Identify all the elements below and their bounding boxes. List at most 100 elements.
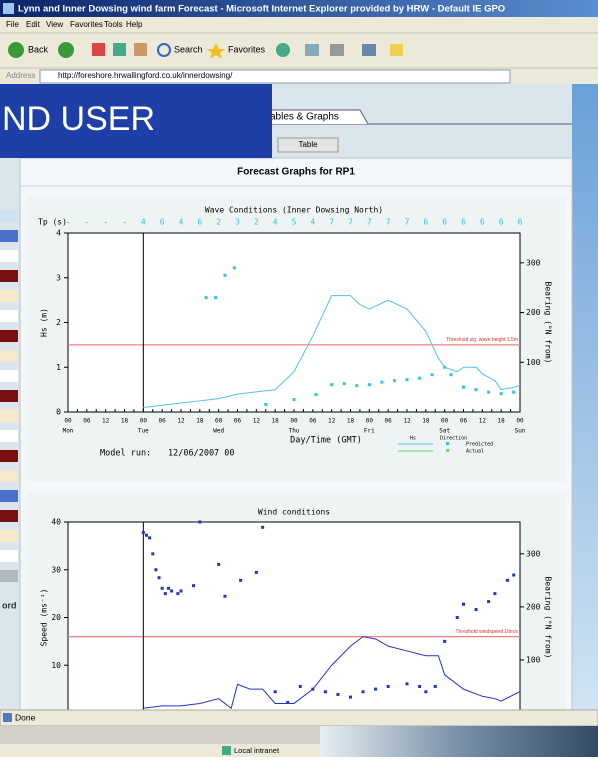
tp-value: -: [84, 218, 89, 227]
sidebar-row: [0, 510, 18, 522]
hour-label: 06: [385, 418, 393, 425]
background-image: [320, 726, 598, 757]
direction-point: [505, 578, 509, 582]
direction-point: [217, 562, 221, 566]
direction-point: [512, 573, 516, 577]
zone-icon: [222, 746, 231, 755]
sidebar-row: [0, 210, 18, 222]
legend-predicted: Predicted: [466, 442, 493, 448]
direction-point: [386, 684, 390, 688]
model-run-label: Model run:: [100, 449, 151, 459]
stop-icon[interactable]: [92, 43, 105, 56]
menu-item[interactable]: Tools: [104, 20, 123, 29]
legend-direction: Direction: [440, 436, 467, 442]
sidebar: [0, 210, 18, 582]
status-bar: [0, 709, 598, 727]
tp-label: Tp (s): [38, 218, 67, 227]
tp-value: 6: [518, 218, 523, 227]
y2-tick-label: 200: [526, 602, 541, 611]
hour-label: 12: [403, 418, 411, 425]
legend-hs: Hs: [410, 436, 416, 442]
print-icon[interactable]: [330, 44, 344, 56]
menu-item[interactable]: View: [46, 20, 63, 29]
direction-point: [286, 700, 290, 704]
tp-value: 6: [197, 218, 202, 227]
sidebar-row: [0, 370, 18, 382]
direction-point: [198, 520, 202, 524]
y-tick-label: 10: [51, 661, 61, 670]
y-tick-label: 40: [51, 518, 61, 527]
chart-title: Wave Conditions (Inner Dowsing North): [205, 206, 383, 215]
y-tick-label: 2: [56, 318, 61, 327]
direction-point: [314, 393, 318, 397]
tp-value: 6: [160, 218, 165, 227]
table-button[interactable]: [277, 137, 339, 153]
direction-point: [430, 373, 434, 377]
toolbar: Back Search Favorites: [8, 42, 403, 59]
tp-value: 6: [480, 218, 485, 227]
sidebar-row: [0, 490, 18, 502]
direction-point: [151, 552, 155, 556]
model-run-value: 12/06/2007 00: [168, 449, 235, 459]
tp-value: 7: [405, 218, 410, 227]
direction-point: [273, 690, 277, 694]
hour-label: 18: [422, 418, 430, 425]
direction-point: [349, 695, 352, 699]
tp-value: -: [66, 218, 71, 227]
menu-item[interactable]: Edit: [26, 20, 41, 29]
folder-icon[interactable]: [390, 44, 403, 56]
edit-icon[interactable]: [362, 44, 376, 56]
hour-label: 00: [516, 418, 524, 425]
direction-point: [433, 684, 437, 688]
mail-icon[interactable]: [305, 44, 319, 56]
sidebar-row: [0, 570, 18, 582]
sidebar-row: [0, 350, 18, 362]
refresh-icon[interactable]: [113, 43, 126, 56]
y-tick-label: 1: [56, 363, 61, 372]
direction-point: [160, 586, 164, 590]
direction-point: [487, 600, 491, 604]
direction-point: [405, 682, 409, 686]
favorites-icon[interactable]: [207, 43, 225, 59]
menu-bar: File Edit View Favorites Tools Help: [6, 20, 143, 29]
hour-label: 06: [309, 418, 317, 425]
title-bar: [0, 0, 598, 17]
toolbar-favorites[interactable]: Favorites: [228, 44, 266, 54]
tp-value: 3: [235, 218, 240, 227]
tp-value: 4: [310, 218, 315, 227]
table-button-label[interactable]: Table: [298, 140, 318, 149]
legend-actual: Actual: [466, 449, 484, 455]
plot-area: [67, 521, 521, 710]
taskbar: [0, 744, 320, 757]
status-zone: Local intranet: [234, 746, 280, 755]
hour-label: 06: [234, 418, 242, 425]
forward-icon[interactable]: [58, 42, 74, 58]
back-icon[interactable]: [8, 42, 24, 58]
menu-item[interactable]: Help: [126, 20, 143, 29]
status-done: Done: [15, 712, 36, 722]
direction-point: [374, 687, 378, 691]
direction-point: [336, 692, 340, 696]
direction-point: [298, 684, 302, 688]
y2-axis-label: Bearing (°N from): [544, 577, 553, 659]
toolbar-back[interactable]: Back: [28, 44, 49, 54]
app-icon: [3, 3, 14, 14]
direction-point: [355, 384, 359, 388]
menu-item[interactable]: File: [6, 20, 19, 29]
y-axis-label: Hs (m): [40, 308, 49, 337]
tab-label[interactable]: ables & Graphs: [270, 112, 339, 123]
y2-tick-label: 200: [526, 308, 541, 317]
menu-item[interactable]: Favorites: [70, 20, 103, 29]
history-icon[interactable]: [276, 43, 290, 57]
direction-point: [342, 382, 346, 386]
address-box[interactable]: [39, 69, 511, 84]
sidebar-row: [0, 330, 18, 342]
search-icon[interactable]: [157, 43, 171, 57]
tp-value: 6: [423, 218, 428, 227]
toolbar-search[interactable]: Search: [174, 44, 203, 54]
direction-point: [223, 273, 227, 277]
chart-title: Wind conditions: [258, 508, 330, 517]
tp-value: 4: [141, 218, 146, 227]
home-icon[interactable]: [134, 43, 147, 56]
address-url[interactable]: http://foreshore.hrwallingford.co.uk/inn…: [58, 71, 233, 80]
